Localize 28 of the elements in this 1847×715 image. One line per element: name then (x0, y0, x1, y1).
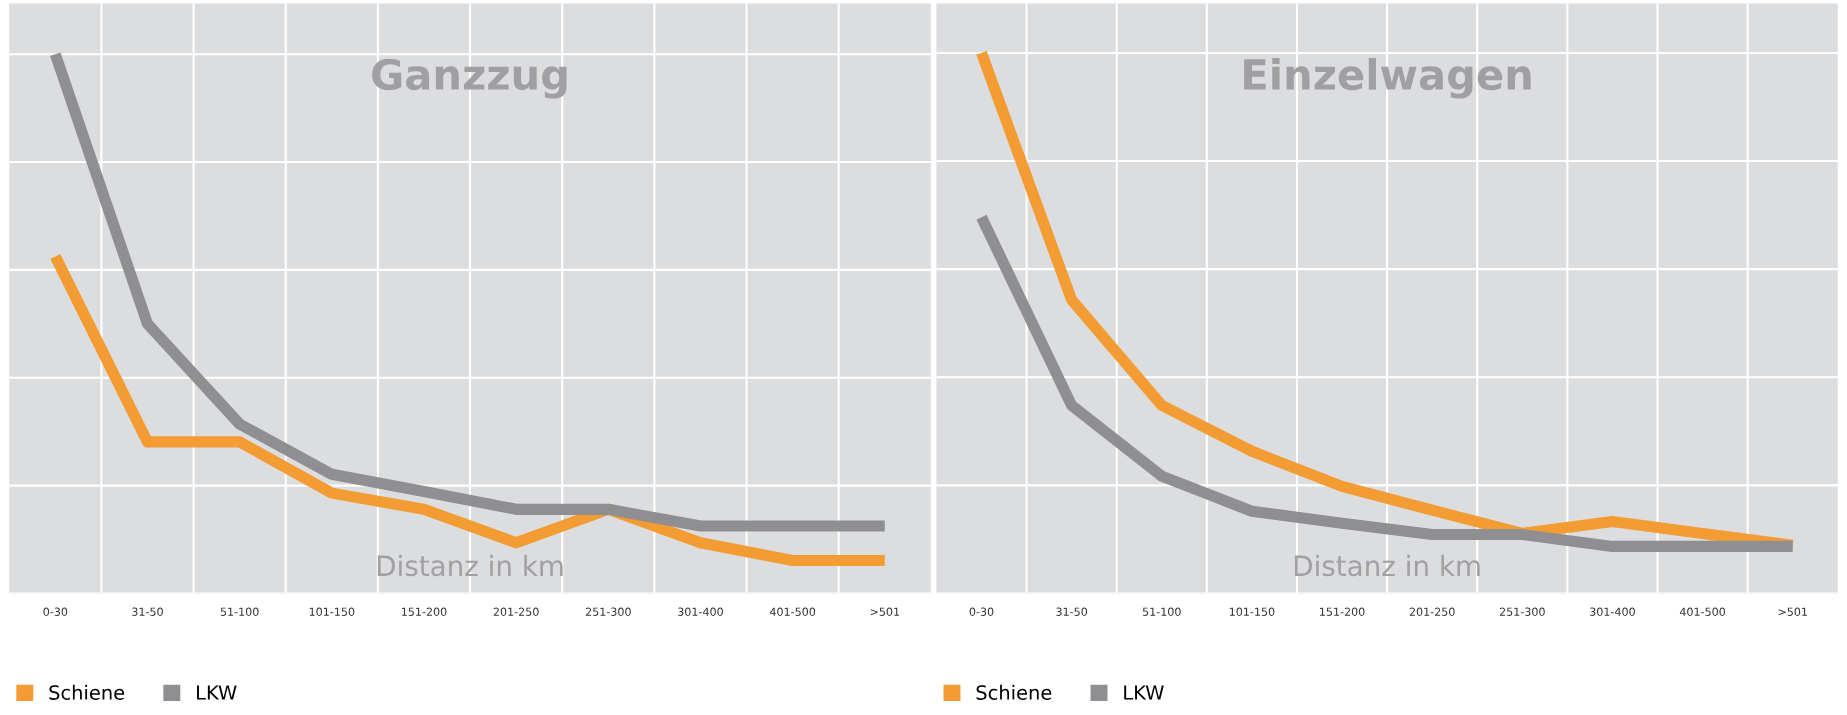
x-tick-label: 0-30 (969, 607, 994, 616)
x-tick-label: 51-100 (220, 607, 259, 616)
x-tick-label: 151-200 (401, 607, 447, 616)
x-tick-label: >501 (1778, 607, 1807, 616)
x-tick-label: 31-50 (1056, 607, 1088, 616)
x-tick-label: 401-500 (769, 607, 816, 616)
x-tick-label: 151-200 (1320, 607, 1365, 616)
x-axis-title: Distanz in km (1294, 554, 1480, 577)
x-tick-label: 0-30 (43, 607, 68, 616)
chart-title: Ganzzug (372, 58, 567, 99)
x-tick-label: 251-300 (1499, 607, 1545, 616)
x-tick-label: 101-150 (309, 607, 355, 616)
x-tick-label: 101-150 (1229, 607, 1275, 616)
legend-label: Schiene (976, 684, 1052, 700)
x-tick-label: 31-50 (132, 607, 163, 616)
legend-label: LKW (1124, 685, 1164, 700)
x-axis-title: Distanz in km (377, 554, 563, 577)
chart-title: Einzelwagen (1244, 57, 1531, 99)
legend-label: LKW (197, 685, 237, 700)
x-tick-label: 301-400 (1590, 607, 1635, 616)
x-tick-label: 51-100 (1142, 607, 1181, 616)
x-tick-label: 201-250 (493, 607, 539, 616)
x-tick-label: 301-400 (678, 607, 723, 616)
legend-label: Schiene (49, 684, 125, 700)
x-tick-label: 401-500 (1679, 607, 1726, 616)
x-tick-label: >501 (870, 607, 900, 616)
x-tick-label: 251-300 (585, 607, 631, 616)
x-tick-label: 201-250 (1409, 607, 1455, 616)
